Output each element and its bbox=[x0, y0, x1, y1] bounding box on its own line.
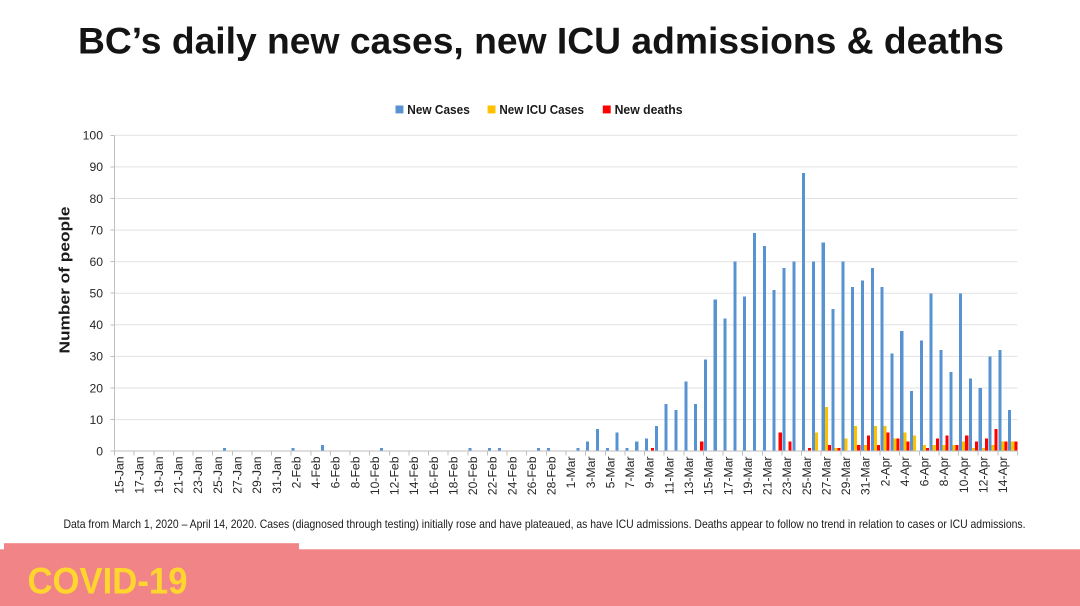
svg-text:50: 50 bbox=[89, 287, 103, 301]
svg-text:16-Feb: 16-Feb bbox=[427, 456, 441, 495]
svg-text:BC’s daily new cases, new ICU: BC’s daily new cases, new ICU admissions… bbox=[78, 21, 1004, 62]
svg-text:70: 70 bbox=[89, 223, 103, 237]
svg-text:2-Apr: 2-Apr bbox=[878, 457, 892, 487]
svg-text:90: 90 bbox=[89, 160, 103, 174]
svg-text:31-Jan: 31-Jan bbox=[270, 457, 284, 494]
svg-text:10-Feb: 10-Feb bbox=[368, 456, 382, 495]
svg-text:2-Feb: 2-Feb bbox=[289, 456, 303, 488]
svg-text:0: 0 bbox=[96, 445, 103, 459]
svg-text:8-Feb: 8-Feb bbox=[348, 456, 362, 488]
svg-text:Data from March 1, 2020 – Apri: Data from March 1, 2020 – April 14, 2020… bbox=[64, 518, 1026, 531]
svg-text:New ICU Cases: New ICU Cases bbox=[499, 102, 584, 117]
svg-text:11-Mar: 11-Mar bbox=[662, 457, 676, 495]
svg-text:100: 100 bbox=[83, 129, 104, 143]
svg-text:23-Jan: 23-Jan bbox=[191, 457, 205, 494]
svg-text:Number of people: Number of people bbox=[58, 207, 74, 354]
svg-text:22-Feb: 22-Feb bbox=[486, 456, 500, 495]
svg-text:40: 40 bbox=[89, 318, 103, 332]
svg-text:21-Jan: 21-Jan bbox=[172, 457, 186, 494]
svg-text:4-Feb: 4-Feb bbox=[309, 456, 323, 488]
svg-text:19-Jan: 19-Jan bbox=[152, 457, 166, 494]
svg-text:26-Feb: 26-Feb bbox=[525, 456, 539, 495]
svg-text:28-Feb: 28-Feb bbox=[545, 456, 559, 495]
svg-text:29-Mar: 29-Mar bbox=[839, 457, 853, 496]
svg-text:18-Feb: 18-Feb bbox=[446, 456, 460, 495]
svg-text:27-Jan: 27-Jan bbox=[231, 457, 245, 494]
svg-text:10-Apr: 10-Apr bbox=[957, 457, 971, 494]
svg-text:12-Apr: 12-Apr bbox=[976, 457, 990, 494]
svg-text:4-Apr: 4-Apr bbox=[898, 457, 912, 487]
svg-text:6-Apr: 6-Apr bbox=[918, 457, 932, 487]
svg-text:15-Mar: 15-Mar bbox=[702, 457, 716, 496]
svg-text:17-Jan: 17-Jan bbox=[132, 457, 146, 494]
svg-text:New Cases: New Cases bbox=[407, 102, 470, 117]
svg-text:17-Mar: 17-Mar bbox=[721, 457, 735, 496]
svg-text:30: 30 bbox=[89, 350, 103, 364]
svg-text:25-Mar: 25-Mar bbox=[800, 457, 814, 496]
svg-text:New deaths: New deaths bbox=[615, 102, 683, 117]
svg-text:15-Jan: 15-Jan bbox=[113, 457, 127, 494]
svg-text:29-Jan: 29-Jan bbox=[250, 457, 264, 494]
svg-text:7-Mar: 7-Mar bbox=[623, 457, 637, 489]
svg-text:24-Feb: 24-Feb bbox=[505, 456, 519, 495]
svg-text:80: 80 bbox=[89, 192, 103, 206]
svg-text:31-Mar: 31-Mar bbox=[859, 457, 873, 496]
svg-text:9-Mar: 9-Mar bbox=[643, 457, 657, 489]
svg-text:13-Mar: 13-Mar bbox=[682, 457, 696, 496]
svg-text:6-Feb: 6-Feb bbox=[329, 456, 343, 488]
svg-text:12-Feb: 12-Feb bbox=[388, 456, 402, 495]
svg-text:27-Mar: 27-Mar bbox=[819, 457, 833, 496]
svg-text:8-Apr: 8-Apr bbox=[937, 457, 951, 487]
svg-text:23-Mar: 23-Mar bbox=[780, 457, 794, 496]
svg-text:14-Feb: 14-Feb bbox=[407, 456, 421, 495]
svg-text:14-Apr: 14-Apr bbox=[996, 457, 1010, 494]
svg-text:3-Mar: 3-Mar bbox=[584, 457, 598, 489]
svg-text:25-Jan: 25-Jan bbox=[211, 457, 225, 494]
svg-text:5-Mar: 5-Mar bbox=[604, 457, 618, 489]
svg-text:60: 60 bbox=[89, 255, 103, 269]
svg-text:20-Feb: 20-Feb bbox=[466, 456, 480, 495]
svg-text:COVID-19: COVID-19 bbox=[28, 560, 188, 602]
svg-text:1-Mar: 1-Mar bbox=[564, 457, 578, 489]
svg-text:21-Mar: 21-Mar bbox=[761, 457, 775, 496]
svg-text:20: 20 bbox=[89, 381, 103, 395]
svg-text:19-Mar: 19-Mar bbox=[741, 457, 755, 496]
svg-text:10: 10 bbox=[89, 413, 103, 427]
